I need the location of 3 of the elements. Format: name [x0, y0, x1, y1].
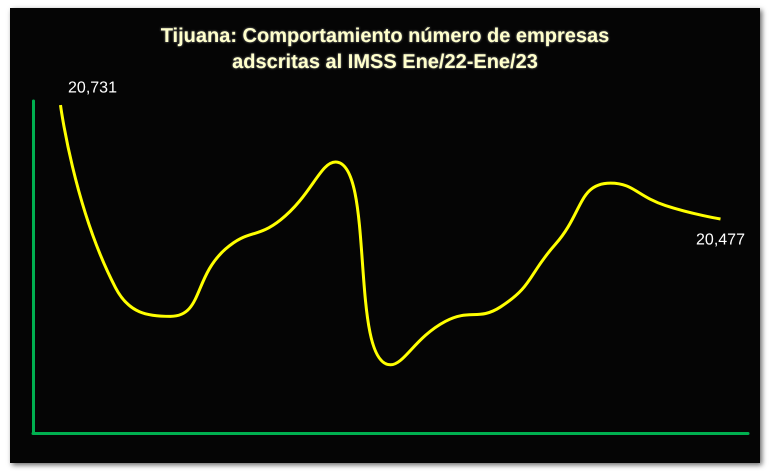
data-label: 20,477 — [696, 231, 746, 248]
data-label: 20,731 — [68, 80, 118, 97]
chart-title: Tijuana: Comportamiento número de empresas adscritas al IMSS Ene/22-Ene/23 — [160, 25, 610, 73]
